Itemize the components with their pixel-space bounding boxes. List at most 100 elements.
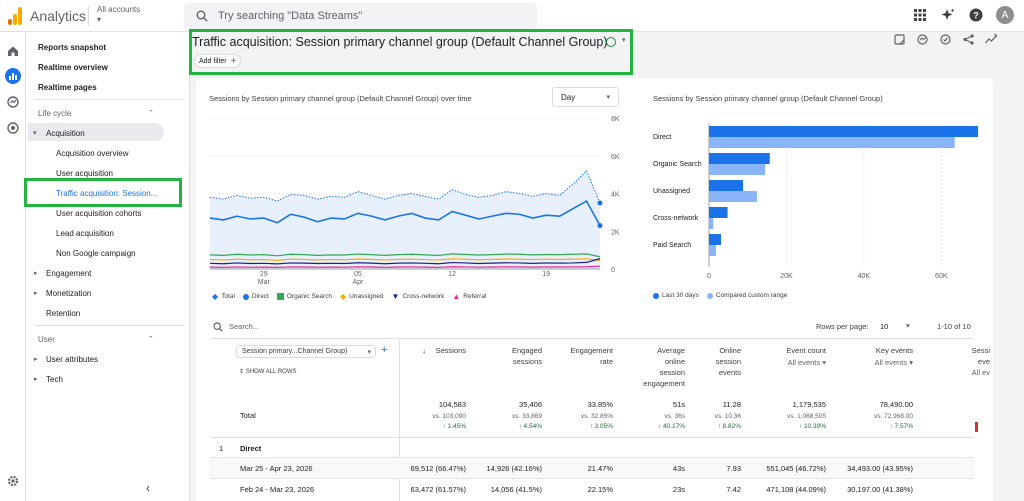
edit-report-icon[interactable] xyxy=(893,33,905,45)
legend-label: Organic Search xyxy=(286,293,333,300)
column-header[interactable]: Average online session engagement xyxy=(643,346,685,388)
column-header[interactable]: Sessions xyxy=(435,346,466,355)
legend-label: Referral xyxy=(463,293,487,300)
total-delta: ↑ 40.17% xyxy=(657,423,685,430)
insights-icon[interactable] xyxy=(916,33,928,45)
dimension-select[interactable]: Session primary...Channel Group) ▾ xyxy=(236,345,376,358)
chevron-down-icon: ▾ xyxy=(97,15,102,24)
rows-per-page-select[interactable]: 10 xyxy=(880,322,889,331)
nav-section-lifecycle: Life cycle xyxy=(38,109,72,118)
table-row-label: Feb 24 - Mar 23, 2026 xyxy=(240,485,315,494)
column-header[interactable]: Event count xyxy=(786,346,826,355)
reports-icon[interactable] xyxy=(5,68,21,84)
search-bar[interactable]: Try searching "Data Streams" xyxy=(184,3,537,29)
legend-last-30-days[interactable]: Last 30 days xyxy=(653,292,699,299)
apps-grid-icon[interactable] xyxy=(912,7,928,23)
compare-icon[interactable] xyxy=(939,33,951,45)
nav-reports-snapshot[interactable]: Reports snapshot xyxy=(38,43,107,52)
sparkle-icon[interactable] xyxy=(940,7,956,23)
table-search-input[interactable]: Search... xyxy=(229,322,260,331)
x-tick-label: 19 xyxy=(542,271,550,278)
legend-label: Compared custom range xyxy=(715,292,788,299)
chevron-up-icon[interactable]: ⌃ xyxy=(148,336,154,343)
title-dropdown-caret-icon[interactable]: ▾ xyxy=(622,37,626,44)
total-vs: vs. 1,068,505 xyxy=(786,413,826,420)
nav-user-acquisition[interactable]: User acquisition xyxy=(56,169,113,178)
trend-icon[interactable] xyxy=(985,33,997,45)
nav-acquisition[interactable]: Acquisition xyxy=(46,129,85,138)
table-cell: 7.42 xyxy=(726,485,741,494)
column-header[interactable]: Sessi eve xyxy=(971,346,990,366)
legend-total[interactable]: ◆ Total xyxy=(212,292,235,301)
settings-gear-icon[interactable] xyxy=(5,473,21,489)
nav-acquisition-overview[interactable]: Acquisition overview xyxy=(56,149,129,158)
column-header[interactable]: Online session events xyxy=(715,346,741,377)
caret-right-icon[interactable]: ▸ xyxy=(34,356,38,363)
bar-compared-range xyxy=(709,191,758,202)
nav-traffic-acquisition[interactable]: Traffic acquisition: Session... xyxy=(56,189,158,198)
legend-referral[interactable]: ▲ Referral xyxy=(452,292,486,301)
chevron-up-icon[interactable]: ⌃ xyxy=(148,110,154,117)
sort-arrow-icon[interactable]: ↓ xyxy=(422,346,426,355)
legend-organic[interactable]: Organic Search xyxy=(276,293,333,300)
column-metric-select[interactable]: All events ▾ xyxy=(787,358,826,367)
collapse-chevron-icon[interactable]: ‹ xyxy=(146,481,150,495)
top-bar: Analytics All accounts ▾ Try searching "… xyxy=(0,0,1024,32)
column-header[interactable]: Engagement rate xyxy=(570,346,613,366)
caret-right-icon[interactable]: ▸ xyxy=(34,376,38,383)
help-icon[interactable]: ? xyxy=(968,7,984,23)
show-all-rows-toggle[interactable]: ⇕ SHOW ALL ROWS xyxy=(239,368,297,375)
explore-icon[interactable] xyxy=(5,94,21,110)
legend-unassigned[interactable]: ◆ Unassigned xyxy=(340,292,383,301)
caret-down-icon[interactable]: ▾ xyxy=(906,321,910,330)
range-select[interactable]: Day ▾ xyxy=(552,87,619,107)
avatar[interactable]: A xyxy=(996,6,1014,24)
nav-engagement[interactable]: Engagement xyxy=(46,269,92,278)
caret-right-icon[interactable]: ▸ xyxy=(34,270,38,277)
total-delta: ↑ 1.45% xyxy=(442,423,467,430)
nav-non-google-campaign[interactable]: Non Google campaign xyxy=(56,249,136,258)
account-picker[interactable]: All accounts ▾ xyxy=(97,5,140,24)
y-tick-label: 0 xyxy=(611,267,615,274)
legend-direct[interactable]: Direct xyxy=(242,293,269,300)
divider xyxy=(34,99,184,100)
nav-user-attributes[interactable]: User attributes xyxy=(46,355,99,364)
column-metric-select[interactable]: All events ▾ xyxy=(874,358,913,367)
legend-label: Total xyxy=(221,293,235,300)
total-vs: vs. 32.85% xyxy=(580,413,613,420)
add-filter-button[interactable]: Add filter + xyxy=(194,54,242,68)
range-select-value: Day xyxy=(561,92,576,102)
add-dimension-plus-icon[interactable]: + xyxy=(381,344,388,356)
diamond-icon: ◆ xyxy=(340,292,347,301)
nav-realtime-overview[interactable]: Realtime overview xyxy=(38,63,108,72)
search-input[interactable]: Try searching "Data Streams" xyxy=(218,10,363,22)
column-header[interactable]: Engaged sessions xyxy=(511,346,542,366)
nav-lead-acquisition[interactable]: Lead acquisition xyxy=(56,229,114,238)
rows-per-page-label: Rows per page: xyxy=(816,322,869,331)
total-total: 1,179,535 xyxy=(792,400,826,409)
nav-retention[interactable]: Retention xyxy=(46,309,81,318)
column-metric-select[interactable]: All ev xyxy=(971,368,990,377)
nav-monetization[interactable]: Monetization xyxy=(46,289,92,298)
total-vs: vs. 33,869 xyxy=(512,413,542,420)
nav-realtime-pages[interactable]: Realtime pages xyxy=(38,83,97,92)
x-tick-label: Apr xyxy=(352,279,364,286)
search-icon xyxy=(196,10,208,22)
table-cell: 43s xyxy=(672,464,685,473)
share-icon[interactable] xyxy=(962,33,974,45)
advertising-icon[interactable] xyxy=(5,120,21,136)
caret-down-icon: ▾ xyxy=(606,94,610,101)
caret-down-icon[interactable]: ▾ xyxy=(33,130,37,137)
scroll-indicator[interactable] xyxy=(975,422,978,432)
legend-compared-range[interactable]: Compared custom range xyxy=(706,292,788,299)
bar-last-30-days xyxy=(709,207,728,218)
square-icon xyxy=(276,293,284,300)
caret-right-icon[interactable]: ▸ xyxy=(34,290,38,297)
home-icon[interactable] xyxy=(5,43,21,59)
nav-user-acquisition-cohorts[interactable]: User acquisition cohorts xyxy=(56,209,142,218)
legend-cross-network[interactable]: ▼ Cross-network xyxy=(392,292,445,301)
table-cell: 7.93 xyxy=(726,464,741,473)
column-header[interactable]: Key events xyxy=(875,346,913,355)
nav-tech[interactable]: Tech xyxy=(46,375,63,384)
